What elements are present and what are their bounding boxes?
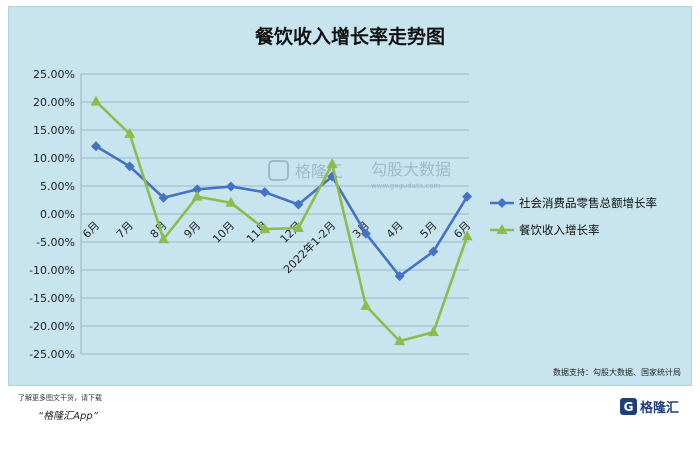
data-point-1: [158, 192, 169, 203]
y-tick-label: 5.00%: [40, 180, 75, 193]
brand-logo: G 格隆汇: [620, 398, 679, 416]
data-point-1: [428, 246, 439, 257]
data-point-2: [124, 127, 136, 138]
watermark-partner: 勾股大数据: [371, 160, 451, 179]
data-point-2: [225, 196, 237, 207]
x-tick-label: 7月: [114, 219, 136, 241]
data-point-2: [461, 230, 473, 241]
y-tick-label: 25.00%: [33, 68, 75, 81]
y-tick-label: 0.00%: [40, 208, 75, 221]
data-point-1: [259, 187, 270, 198]
svg-text:G: G: [624, 400, 634, 414]
x-tick-label: 6月: [80, 219, 102, 241]
brand-logo-text: 格隆汇: [640, 400, 679, 416]
series-line-2: [95, 100, 469, 343]
series-line-1: [95, 145, 469, 278]
data-point-1: [225, 181, 236, 192]
data-point-1: [192, 184, 203, 195]
data-point-1: [293, 199, 304, 210]
x-tick-label: 4月: [384, 219, 406, 241]
chart-title: 餐饮收入增长率走势图: [255, 25, 445, 48]
legend-marker-2: [496, 224, 508, 234]
y-tick-label: -15.00%: [29, 292, 75, 305]
x-tick-label: 9月: [181, 219, 203, 241]
data-point-2: [394, 335, 406, 346]
data-point-2: [326, 158, 338, 169]
data-point-2: [360, 299, 372, 310]
y-tick-label: -25.00%: [29, 348, 75, 361]
chart-panel: 餐饮收入增长率走势图 格隆汇 勾股大数据 www.gogudata.com 25.00%…: [8, 6, 692, 386]
data-point-1: [91, 141, 101, 152]
y-tick-label: -5.00%: [36, 236, 75, 249]
source-note: 数据支持：勾股大数据、国家统计局: [553, 367, 681, 377]
data-point-2: [157, 233, 169, 244]
y-tick-label: 15.00%: [33, 124, 75, 137]
data-point-1: [124, 161, 135, 172]
data-point-2: [90, 95, 102, 106]
data-point-2: [427, 326, 439, 337]
data-point-1: [360, 228, 371, 239]
brand-logo-icon: [620, 398, 637, 415]
data-point-1: [394, 271, 405, 282]
y-tick-label: 10.00%: [33, 152, 75, 165]
data-point-2: [259, 223, 271, 234]
footer-app-name: “格隆汇App”: [38, 411, 98, 422]
y-tick-label: -10.00%: [29, 264, 75, 277]
data-point-1: [462, 191, 473, 202]
data-point-2: [292, 222, 304, 232]
y-tick-label: 20.00%: [33, 96, 75, 109]
x-tick-label: 5月: [418, 219, 440, 241]
data-point-2: [191, 190, 203, 201]
y-tick-label: -20.00%: [29, 320, 75, 333]
footer-note: 了解更多图文干货，请下载: [18, 394, 102, 402]
watermark-logo-icon: [268, 160, 289, 181]
legend-label-2: 餐饮收入增长率: [519, 223, 600, 237]
legend-marker-1: [497, 198, 507, 208]
legend-label-1: 社会消费品零售总额增长率: [519, 196, 657, 210]
